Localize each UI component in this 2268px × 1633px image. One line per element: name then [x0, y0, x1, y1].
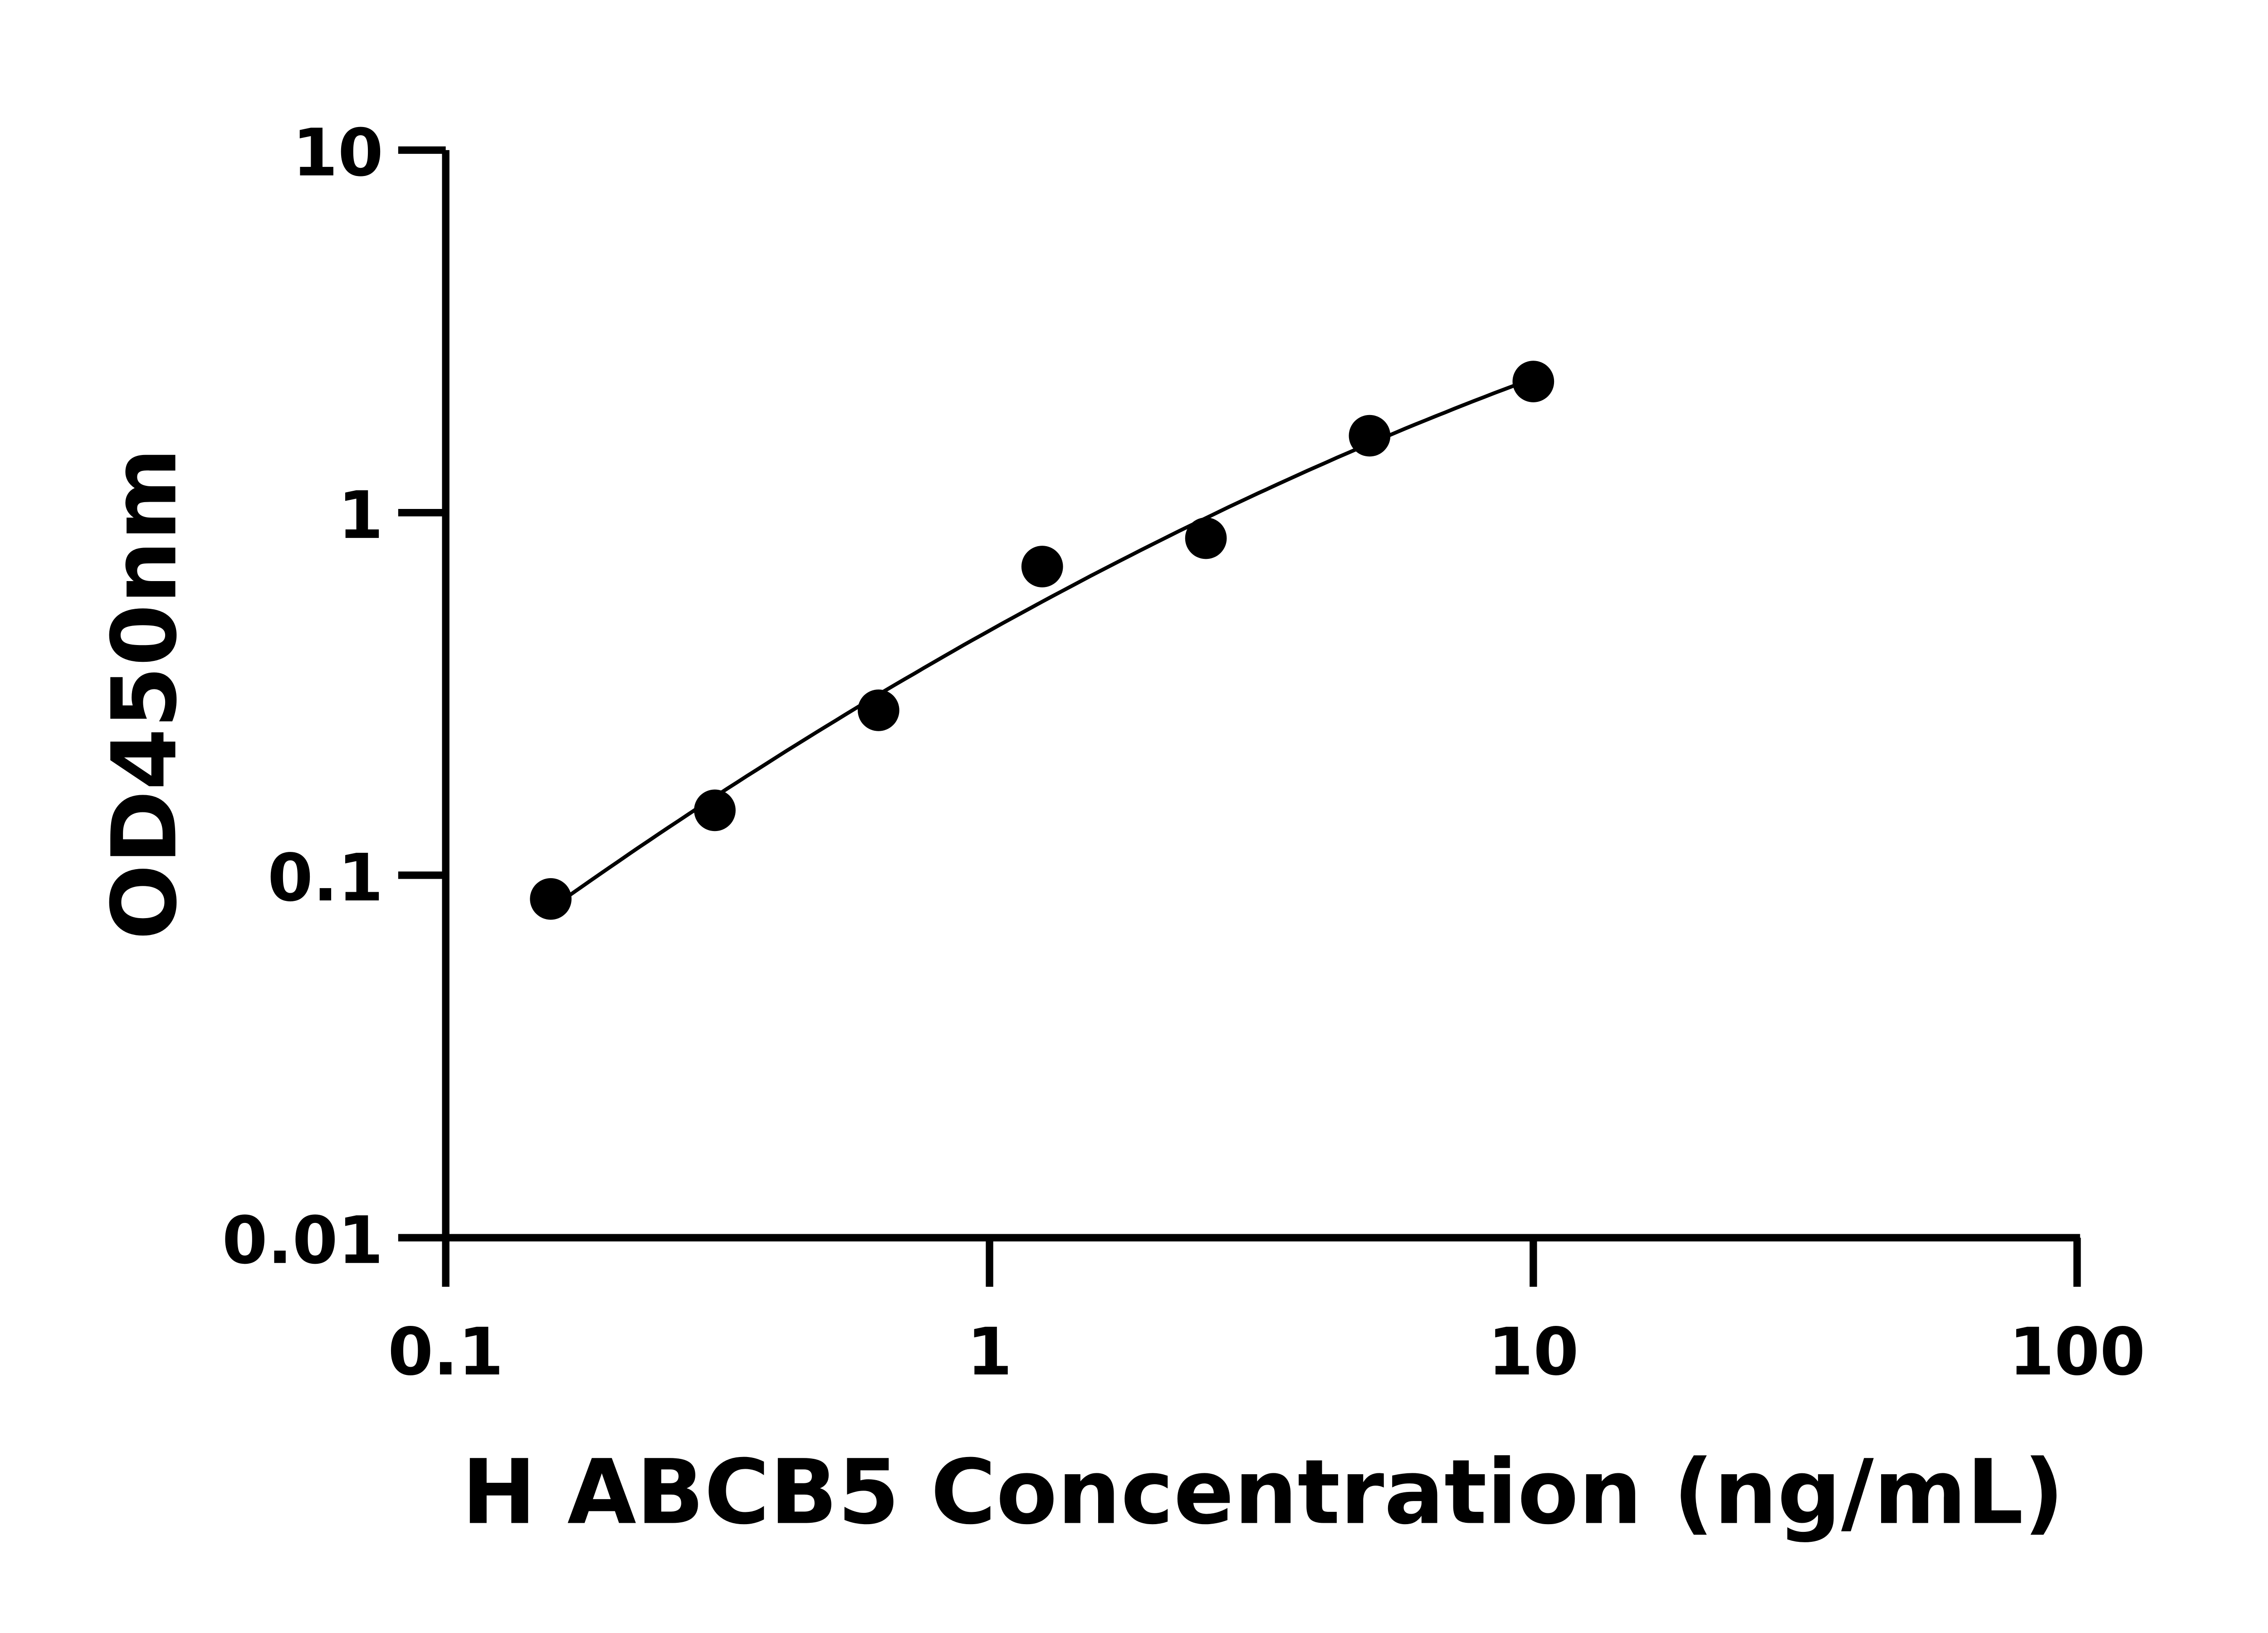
y-tick-label: 0.1 [268, 840, 383, 916]
data-point [857, 689, 899, 731]
y-tick-label: 10 [293, 115, 384, 191]
data-point [694, 789, 736, 831]
x-tick-label: 1 [967, 1314, 1012, 1390]
x-tick-label: 0.1 [388, 1314, 503, 1390]
data-point [1512, 361, 1554, 402]
y-tick-label: 1 [338, 477, 383, 553]
fit-curve [549, 376, 1534, 910]
data-point [1349, 415, 1391, 457]
y-tick-label: 0.01 [222, 1202, 384, 1278]
data-point [530, 878, 572, 920]
data-point [1021, 546, 1063, 587]
x-axis-title: H ABCB5 Concentration (ng/mL) [462, 1441, 2064, 1545]
x-tick-label: 10 [1488, 1314, 1579, 1390]
data-point [1185, 517, 1227, 559]
y-axis-title: OD450nm [93, 448, 197, 940]
axes [442, 150, 2080, 1242]
x-tick-label: 100 [2009, 1314, 2146, 1390]
